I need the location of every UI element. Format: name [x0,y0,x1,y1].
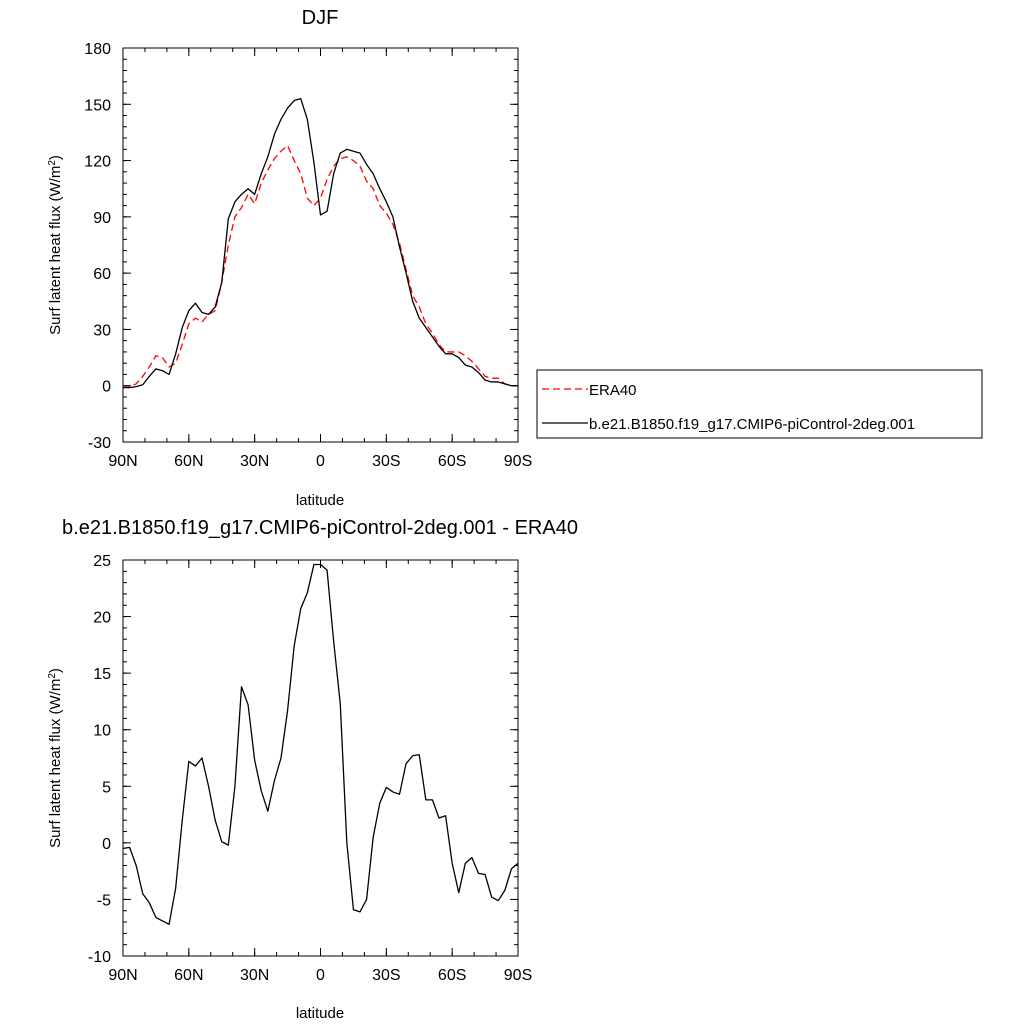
bottom-ytick-label: 10 [93,723,111,740]
top-ytick-label: 30 [93,322,111,339]
bottom-chart-title: b.e21.B1850.f19_g17.CMIP6-piControl-2deg… [62,517,578,539]
top-xtick-label: 60N [174,453,203,470]
top-chart: DJF -30 0 30 60 90 120 150 180 90N 60N 30N 0 30S 60S 9… [47,7,983,509]
bottom-chart-ylabel: Surf latent heat flux (W/m2) [47,668,65,848]
bottom-xtick-label: 60N [174,967,203,984]
top-chart-ticks: -30 0 30 60 90 120 150 180 90N 60N 30N 0 30S 60S 90S [84,41,532,470]
top-xtick-label: 0 [316,453,325,470]
bottom-ytick-label: 15 [93,666,111,683]
bottom-xtick-label: 30S [372,967,400,984]
bottom-chart: b.e21.B1850.f19_g17.CMIP6-piControl-2deg… [47,517,578,1022]
bottom-chart-ylabel-sup: 2 [47,673,58,679]
top-xtick-label: 30S [372,453,400,470]
top-chart-ylabel-close: ) [47,155,64,160]
bottom-xtick-label: 90S [504,967,532,984]
bottom-ytick-label: 0 [102,836,111,853]
top-chart-ylabel-sup: 2 [47,160,58,166]
top-chart-legend: ERA40 b.e21.B1850.f19_g17.CMIP6-piContro… [536,369,983,439]
bottom-xtick-label: 30N [240,967,269,984]
top-chart-series [122,98,518,389]
bottom-ytick-label: 5 [102,779,111,796]
top-ytick-label: 180 [84,41,111,58]
bottom-chart-ticks: -10 -5 0 5 10 15 20 25 90N 60N 30N 0 30S 60S 90S [88,553,532,984]
legend-model-label: b.e21.B1850.f19_g17.CMIP6-piControl-2deg… [589,416,915,433]
bottom-ytick-label: -5 [97,892,111,909]
top-ytick-label: 150 [84,97,111,114]
top-ytick-label: 0 [102,379,111,396]
top-series-line-model [123,98,518,389]
bottom-ytick-label: 25 [93,553,111,570]
bottom-chart-ylabel-close: ) [47,668,64,673]
bottom-xtick-label: 0 [316,967,325,984]
top-xtick-label: 60S [438,453,466,470]
top-chart-ylabel: Surf latent heat flux (W/m2) [47,155,65,335]
bottom-xtick-label: 60S [438,967,466,984]
top-xtick-label: 30N [240,453,269,470]
bottom-ytick-label: -10 [88,949,111,966]
top-xtick-label: 90S [504,453,532,470]
legend-box [536,369,983,439]
top-xtick-label: 90N [108,453,137,470]
top-series-line-era40 [122,144,518,389]
top-ytick-label: 60 [93,266,111,283]
bottom-series-line-difference [122,563,519,925]
top-chart-xlabel: latitude [296,492,344,509]
top-ytick-label: 90 [93,210,111,227]
bottom-ytick-label: 20 [93,610,111,627]
bottom-chart-plot-frame [122,559,519,957]
legend-era40-label: ERA40 [589,382,637,399]
top-chart-plot-frame [122,47,519,443]
top-chart-ylabel-main: Surf latent heat flux (W/m [47,166,64,335]
bottom-chart-ylabel-main: Surf latent heat flux (W/m [47,679,64,848]
bottom-chart-xlabel: latitude [296,1005,344,1022]
bottom-chart-series [122,563,519,925]
top-ytick-label: 120 [84,154,111,171]
top-ytick-label: -30 [88,435,111,452]
top-chart-title: DJF [302,7,339,29]
bottom-xtick-label: 90N [108,967,137,984]
